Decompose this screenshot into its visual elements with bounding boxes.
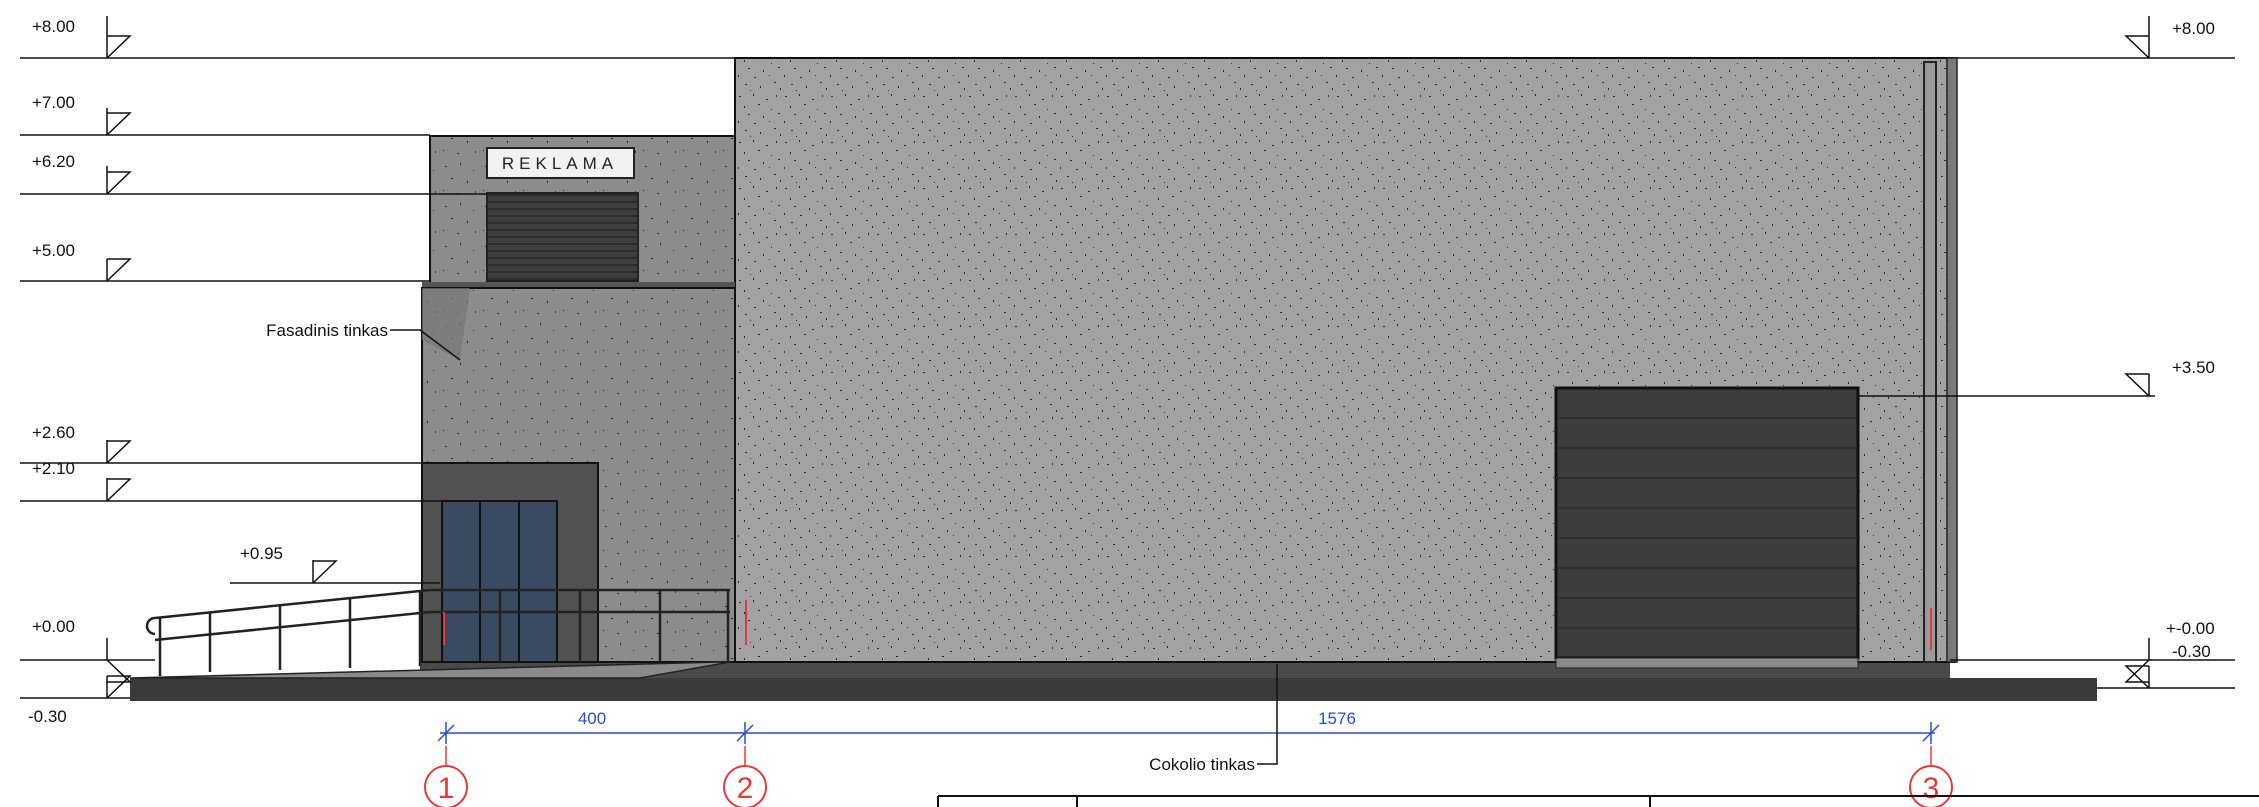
level-label-left: +8.00 <box>32 17 75 36</box>
louver-panel <box>486 192 639 282</box>
level-label-left: +2.10 <box>32 459 75 478</box>
level-label-left: +5.00 <box>32 241 75 260</box>
leader-facade-plaster <box>390 329 461 361</box>
level-label-left: +0.95 <box>240 544 283 563</box>
reklama-sign-text: REKLAMA <box>502 154 618 173</box>
annotation-plinth-plaster: Cokolio tinkas <box>1149 755 1255 774</box>
annotation-facade-plaster: Fasadinis tinkas <box>266 321 388 340</box>
ramp-slab <box>129 661 731 679</box>
level-label-right: +-0.00 <box>2166 619 2215 638</box>
gate-slats <box>1558 417 1856 629</box>
level-label-right: +3.50 <box>2172 358 2215 377</box>
axis-marker: 2 <box>723 746 767 807</box>
level-label-left: +7.00 <box>32 93 75 112</box>
ground-slab <box>130 678 2097 701</box>
level-label-left: +2.60 <box>32 423 75 442</box>
level-markers-right <box>2124 16 2150 689</box>
gate-threshold <box>1555 657 1859 669</box>
title-block-edge <box>937 795 2259 807</box>
corner-edge <box>1946 57 1958 663</box>
level-lines-right <box>1858 57 2235 689</box>
level-label-left: -0.30 <box>28 707 67 726</box>
axis-label: 2 <box>737 772 754 805</box>
level-lines-left <box>20 57 735 699</box>
dimension-label: 400 <box>578 709 606 728</box>
axis-label: 3 <box>1923 772 1940 805</box>
dimension-label: 1576 <box>1318 709 1356 728</box>
level-label-left: +0.00 <box>32 617 75 636</box>
garage-gate <box>1554 386 1860 660</box>
level-label-left: +6.20 <box>32 152 75 171</box>
downpipe <box>1923 61 1937 663</box>
axis-marker: 1 <box>424 746 468 807</box>
level-markers-left <box>106 16 338 699</box>
dimension-line <box>437 722 1940 744</box>
reklama-sign <box>486 147 635 179</box>
annex-cornice <box>422 282 735 288</box>
annex-shadow <box>422 288 470 360</box>
axis-label: 1 <box>438 772 455 805</box>
axis-marker: 3 <box>1909 746 1953 807</box>
level-label-right: +8.00 <box>2172 19 2215 38</box>
level-label-right: -0.30 <box>2172 642 2211 661</box>
leader-plinth-plaster <box>1257 664 1278 765</box>
ramp-railing <box>145 588 730 676</box>
